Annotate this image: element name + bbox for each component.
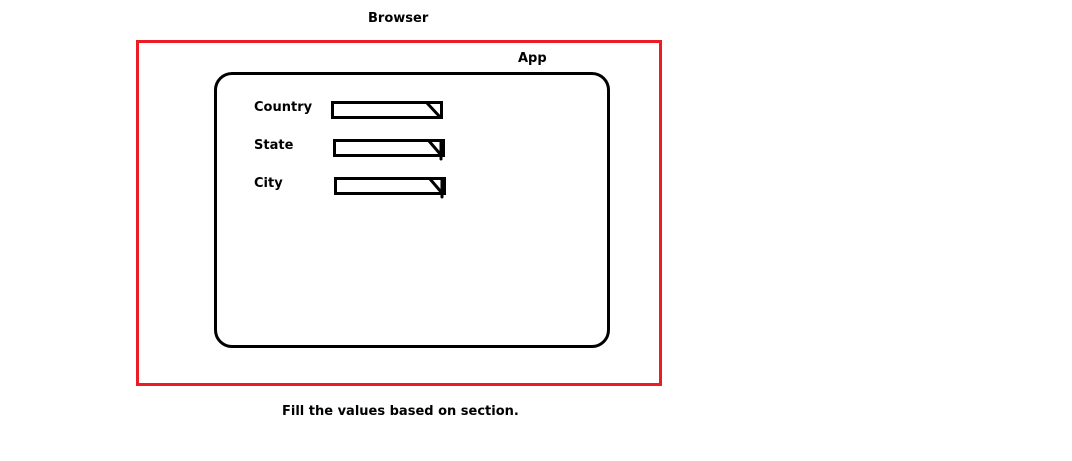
app-frame <box>214 72 610 348</box>
country-dropdown[interactable] <box>331 101 443 119</box>
state-dropdown[interactable] <box>333 139 445 161</box>
city-dropdown[interactable] <box>334 177 446 199</box>
dropdown-arrow-icon <box>428 177 444 199</box>
dropdown-arrow-icon <box>425 101 442 119</box>
city-label: City <box>254 176 283 191</box>
app-title: App <box>518 51 547 66</box>
dropdown-arrow-icon <box>427 139 443 161</box>
country-label: Country <box>254 100 313 115</box>
state-label: State <box>254 138 294 153</box>
caption: Fill the values based on section. <box>282 404 519 419</box>
browser-title: Browser <box>368 11 429 26</box>
browser-frame <box>136 40 662 386</box>
